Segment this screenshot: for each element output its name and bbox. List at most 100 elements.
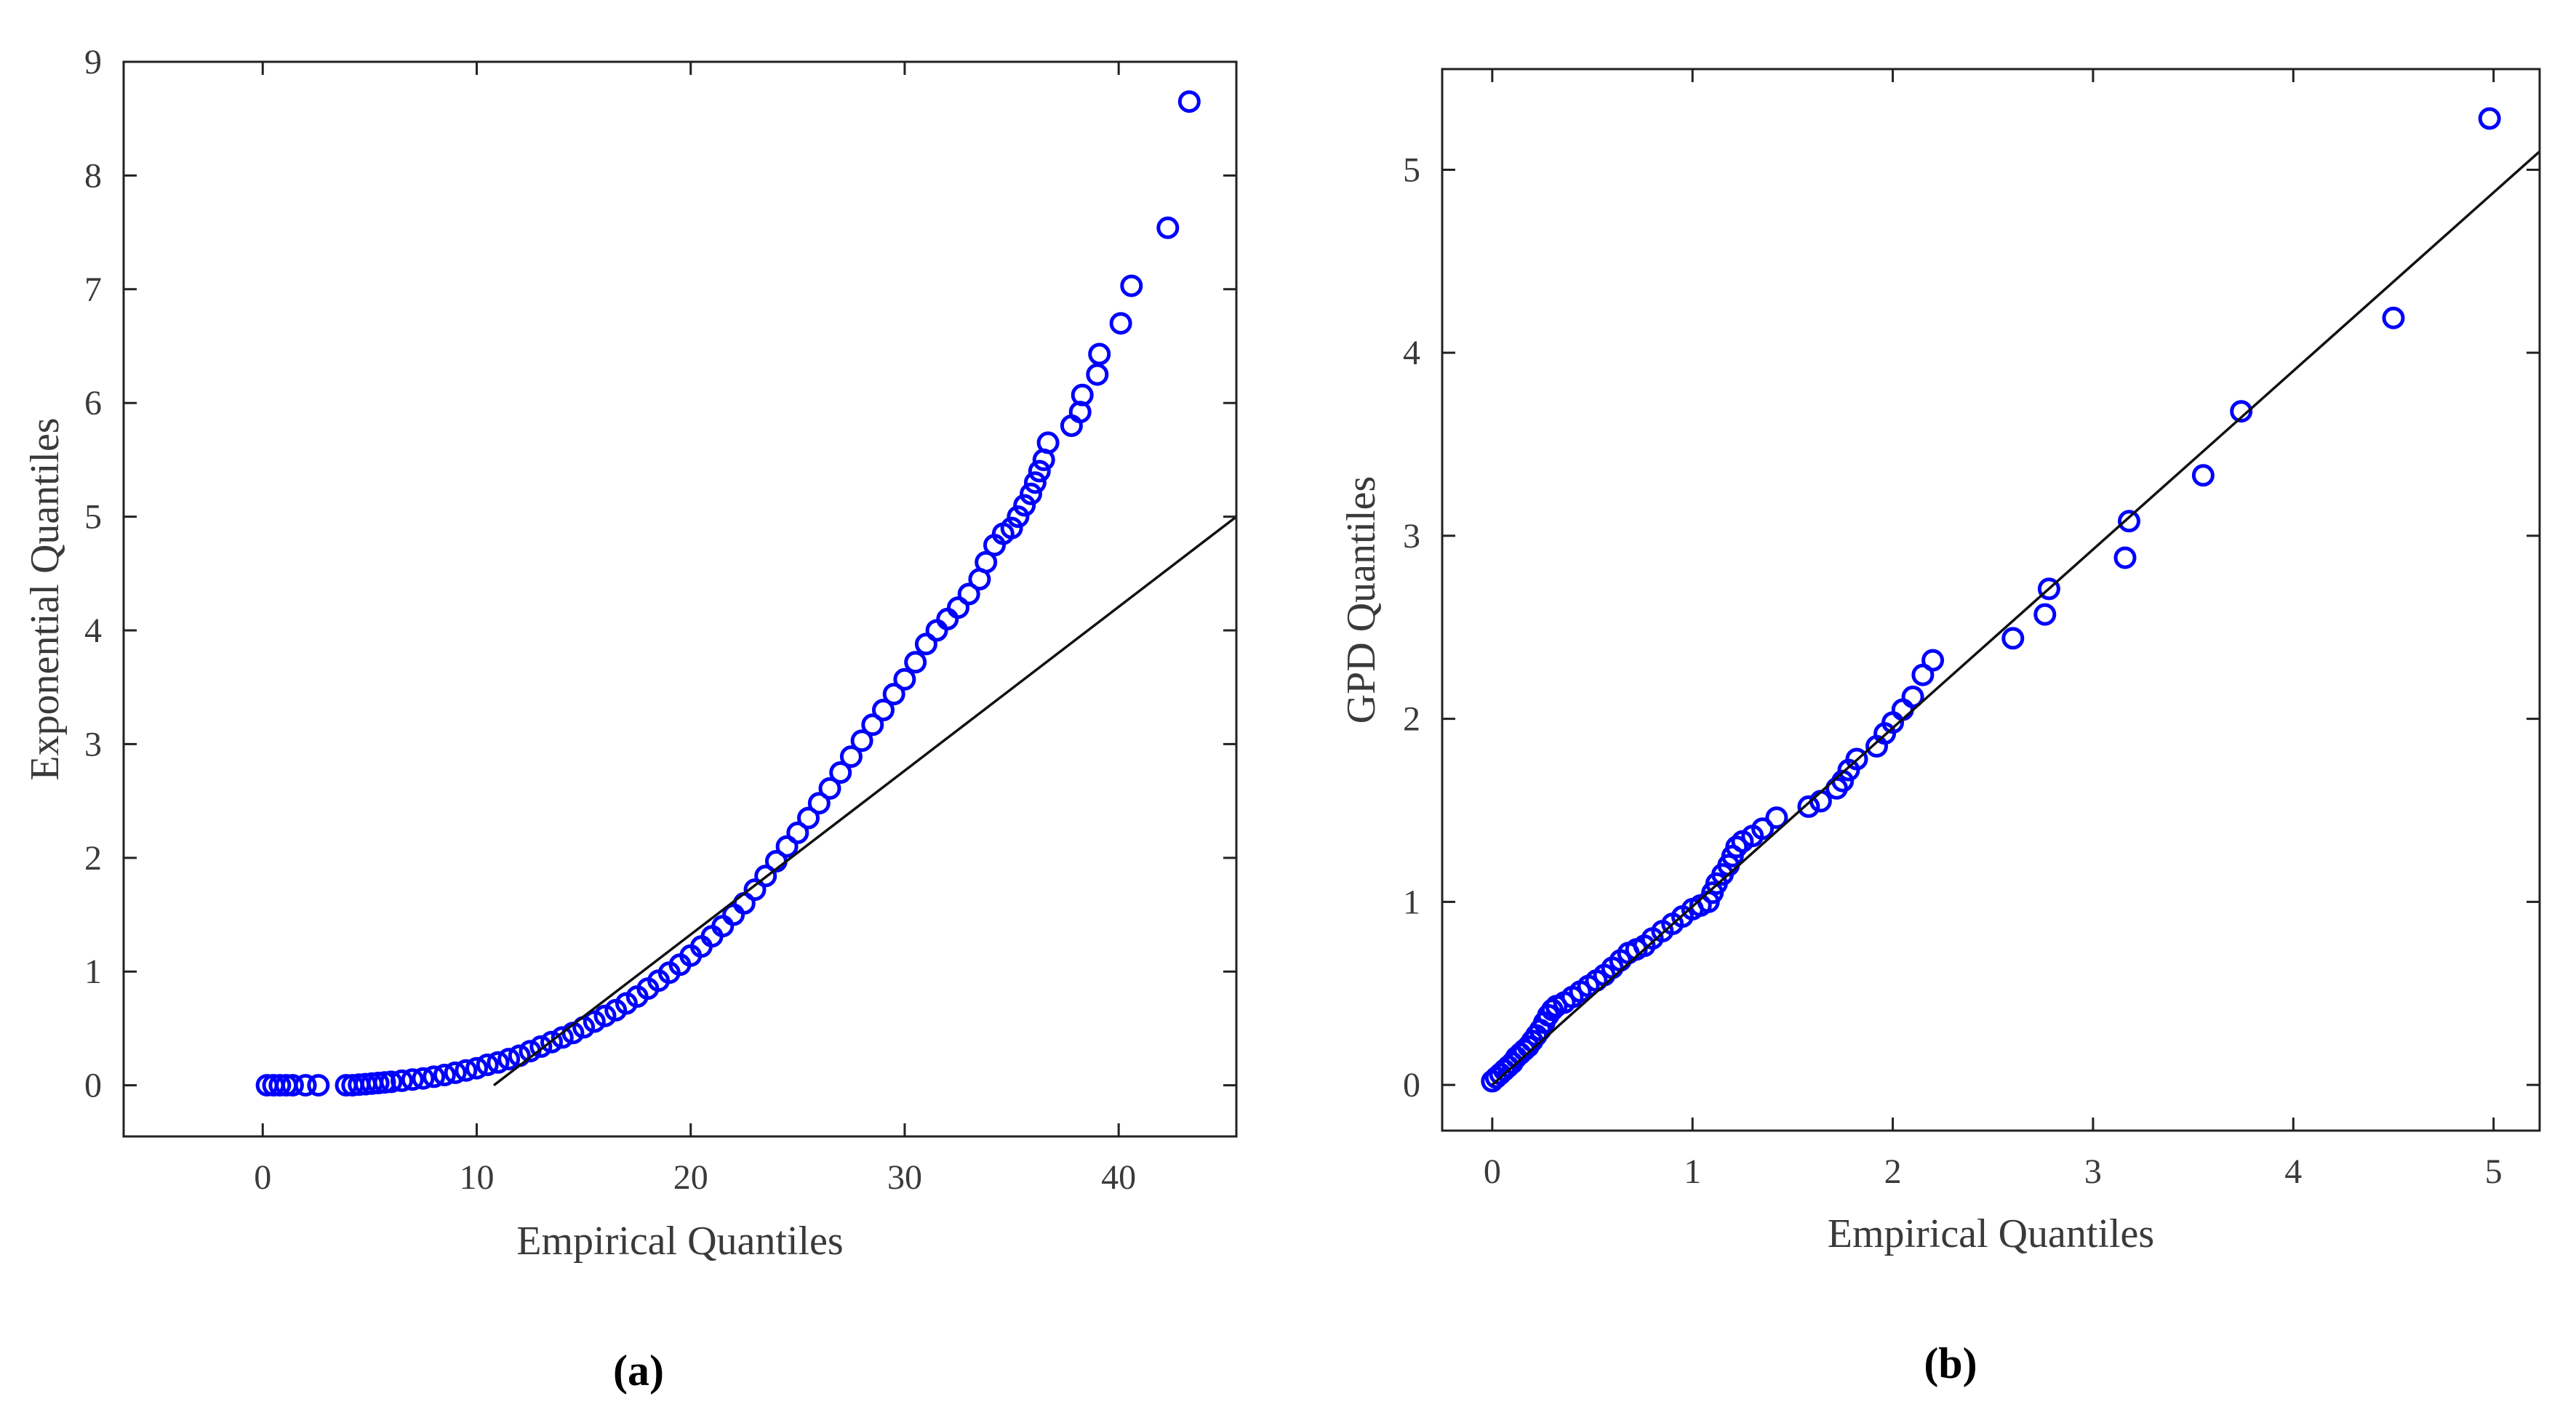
panel-a-point bbox=[1007, 505, 1030, 529]
panel-b-ytick-label: 4 bbox=[1403, 334, 1420, 372]
panel-a-ylabel: Exponential Quantiles bbox=[23, 417, 68, 780]
panel-a-point bbox=[583, 1010, 606, 1033]
panel-b-xlabel: Empirical Quantiles bbox=[1828, 1211, 2154, 1256]
panel-a-point bbox=[529, 1035, 553, 1058]
panel-a-point bbox=[775, 835, 799, 858]
panel-a-point bbox=[797, 806, 820, 830]
panel-a-ytick-label: 2 bbox=[84, 839, 102, 878]
panel-b-ytick-label: 1 bbox=[1403, 883, 1420, 921]
panel-b-xtick-label: 5 bbox=[2485, 1152, 2503, 1191]
panel-a-point bbox=[872, 699, 895, 721]
panel-b-point bbox=[1751, 817, 1775, 841]
panel-b-xtick-label: 0 bbox=[1484, 1152, 1501, 1191]
panel-a-point bbox=[818, 777, 841, 800]
panel-b-point bbox=[2382, 306, 2405, 329]
panel-a-point bbox=[829, 761, 852, 784]
panel-a-ytick-label: 6 bbox=[84, 384, 102, 422]
panel-a-point bbox=[743, 878, 767, 902]
panel-a-point bbox=[281, 1074, 304, 1097]
panel-b-xtick-label: 1 bbox=[1684, 1152, 1701, 1191]
panel-b-point bbox=[1845, 747, 1868, 771]
panel-a-ytick-label: 8 bbox=[84, 156, 102, 195]
panel-b-xtick-label: 4 bbox=[2284, 1152, 2302, 1191]
panel-a-point bbox=[1023, 471, 1047, 494]
panel-a-xtick-label: 20 bbox=[673, 1158, 708, 1197]
panel-b-point bbox=[2001, 627, 2025, 650]
panel-a-point bbox=[1036, 431, 1060, 454]
panel-b-xtick-label: 3 bbox=[2084, 1152, 2102, 1191]
panel-a-points bbox=[255, 90, 1201, 1097]
panel-b-ylabel: GPD Quantiles bbox=[1339, 476, 1384, 724]
panel-a-point bbox=[1109, 312, 1132, 335]
panel-a-point bbox=[423, 1065, 446, 1088]
panel-b-point bbox=[2037, 577, 2060, 601]
panel-a-point bbox=[294, 1074, 317, 1097]
panel-a-point bbox=[957, 582, 980, 606]
panel-b-point bbox=[1891, 698, 1914, 721]
panel-a-xtick-label: 10 bbox=[459, 1158, 494, 1197]
panel-b-ytick-label: 2 bbox=[1403, 700, 1420, 739]
panel-a-point bbox=[947, 596, 969, 619]
panel-a-point bbox=[455, 1059, 478, 1082]
panel-a-xtick-label: 0 bbox=[254, 1158, 271, 1197]
panel-a-point bbox=[1071, 383, 1094, 406]
panel-a-point bbox=[1020, 482, 1042, 505]
panel-a-point bbox=[861, 713, 884, 737]
panel-a-point bbox=[936, 607, 959, 630]
panel-a-point bbox=[540, 1030, 563, 1054]
panel-a-point bbox=[551, 1026, 574, 1049]
panel-a-xlabel: Empirical Quantiles bbox=[516, 1219, 843, 1264]
panel-a-point bbox=[807, 792, 831, 815]
panel-a-point bbox=[476, 1054, 499, 1076]
panel-b-xtick-label: 2 bbox=[1884, 1152, 1902, 1191]
panel-a-ticks: 0 10 20 30 40 0 1 2 3 4 5 6 7 8 9 bbox=[84, 43, 1236, 1197]
panel-b: 0 1 2 3 4 5 0 1 2 3 4 5 Empirical Quantiles GPD Qua… bbox=[1339, 68, 2541, 1387]
panel-a-point bbox=[1177, 90, 1201, 113]
panel-a-point bbox=[268, 1074, 292, 1097]
panel-a-point bbox=[850, 729, 873, 753]
panel-a-point bbox=[839, 745, 863, 769]
panel-b-points bbox=[1481, 107, 2501, 1093]
panel-a-ytick-label: 5 bbox=[84, 498, 102, 537]
panel-a-point bbox=[380, 1070, 403, 1094]
panel-a-caption: (a) bbox=[613, 1347, 664, 1395]
panel-a-ytick-label: 4 bbox=[84, 611, 102, 650]
panel-b-point bbox=[1725, 835, 1748, 859]
panel-a-point bbox=[1028, 460, 1051, 483]
panel-a-xtick-label: 40 bbox=[1101, 1158, 1136, 1197]
panel-a-point bbox=[401, 1068, 424, 1091]
panel-a-ytick-label: 0 bbox=[84, 1067, 102, 1105]
panel-a-point bbox=[893, 667, 916, 691]
panel-a-point bbox=[925, 619, 948, 642]
panel-a-point bbox=[975, 550, 998, 574]
panel-b-point bbox=[2118, 510, 2140, 533]
panel-a-point bbox=[1156, 216, 1180, 239]
panel-b-point bbox=[1765, 806, 1788, 830]
panel-a-point bbox=[307, 1074, 330, 1097]
panel-b-reference-line-group bbox=[1491, 150, 2541, 1086]
panel-a-point bbox=[391, 1069, 413, 1092]
panel-a-ytick-label: 9 bbox=[84, 43, 102, 81]
panel-a-point bbox=[754, 865, 777, 888]
panel-a-point bbox=[1088, 342, 1111, 366]
panel-a-point bbox=[444, 1061, 467, 1084]
panel-a-ytick-label: 7 bbox=[84, 270, 102, 309]
panel-b-point bbox=[1797, 795, 1820, 818]
panel-b-ytick-label: 5 bbox=[1403, 151, 1420, 189]
panel-b-ytick-label: 3 bbox=[1403, 517, 1420, 555]
panel-b-point bbox=[2113, 546, 2137, 569]
panel-b-point bbox=[2478, 107, 2501, 130]
panel-a-point bbox=[1000, 516, 1023, 539]
panel-b-point bbox=[2033, 603, 2057, 626]
panel-b-point bbox=[2191, 464, 2215, 487]
panel-a-point bbox=[882, 683, 905, 706]
panel-b-ytick-label: 0 bbox=[1403, 1066, 1420, 1104]
panel-a-point bbox=[1120, 274, 1143, 297]
panel-a-point bbox=[593, 1004, 617, 1027]
panel-b-reference-line bbox=[1491, 150, 2541, 1086]
panel-a-point bbox=[412, 1067, 435, 1090]
panel-b-point bbox=[1921, 649, 1945, 672]
panel-a-frame bbox=[122, 60, 1238, 1138]
